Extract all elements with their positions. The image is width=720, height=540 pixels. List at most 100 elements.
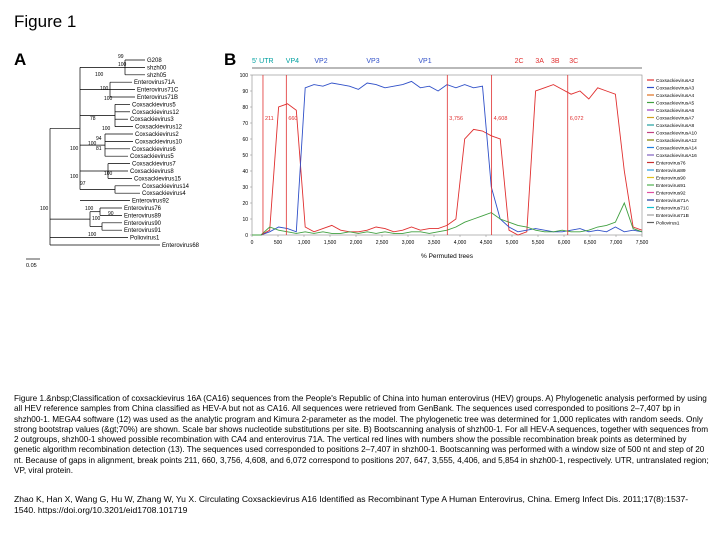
legend-label: CoxsackievirusA16 xyxy=(656,153,697,159)
y-tick-label: 0 xyxy=(245,233,248,239)
gene-label: 3C xyxy=(569,58,578,65)
legend-label: CoxsackievirusA12 xyxy=(656,138,697,144)
tree-leaf-label: Coxsackievirus5 xyxy=(130,154,174,160)
panel-b-letter: B xyxy=(224,50,237,69)
tree-leaf-label: shzh05 xyxy=(147,73,167,79)
tree-leaf-label: G208 xyxy=(147,58,162,64)
legend-label: Enterovirus71C xyxy=(656,206,690,212)
gene-label: 2C xyxy=(515,58,524,65)
tree-leaf-label: Coxsackievirus15 xyxy=(134,176,182,182)
y-tick-label: 10 xyxy=(242,217,248,223)
figure-caption: Figure 1.&nbsp;Classification of coxsack… xyxy=(14,394,709,476)
legend-label: CoxsackievirusA3 xyxy=(656,86,694,92)
scale-bar-label: 0.05 xyxy=(26,263,37,269)
bootstrap-value: 100 xyxy=(85,206,94,212)
bootstrap-value: 81 xyxy=(96,146,102,152)
tree-leaf-label: Enterovirus92 xyxy=(132,199,170,205)
y-tick-label: 80 xyxy=(242,105,248,111)
tree-leaf-label: Coxsackievirus6 xyxy=(132,147,176,153)
legend-label: CoxsackievirusA6 xyxy=(656,108,694,114)
bootstrap-value: 100 xyxy=(88,232,97,238)
gene-label: VP2 xyxy=(314,58,327,65)
figure-title: Figure 1 xyxy=(14,12,77,31)
gene-label: VP4 xyxy=(286,58,299,65)
tree-leaf-label: Enterovirus76 xyxy=(124,206,162,212)
x-tick-label: 4,000 xyxy=(454,240,467,246)
tree-leaf-label: Coxsackievirus7 xyxy=(132,162,176,168)
legend-label: Enterovirus76 xyxy=(656,161,686,167)
x-tick-label: 5,000 xyxy=(506,240,519,246)
tree-leaf-label: Coxsackievirus4 xyxy=(142,191,186,197)
x-tick-label: 3,000 xyxy=(402,240,415,246)
gene-label: VP3 xyxy=(366,58,379,65)
x-axis-label: % Permuted trees xyxy=(421,253,474,260)
x-tick-label: 4,500 xyxy=(480,240,493,246)
tree-leaf-label: Enterovirus71C xyxy=(137,88,179,94)
x-tick-label: 0 xyxy=(251,240,254,246)
tree-leaf-label: Enterovirus71A xyxy=(134,80,175,86)
bootstrap-value: 100 xyxy=(92,216,101,222)
tree-leaf-label: Enterovirus68 xyxy=(162,243,200,249)
tree-leaf-label: Coxsackievirus10 xyxy=(135,139,183,145)
x-tick-label: 2,500 xyxy=(376,240,389,246)
legend-label: CoxsackievirusA8 xyxy=(656,123,694,129)
x-tick-label: 7,500 xyxy=(636,240,649,246)
bootstrap-value: 100 xyxy=(70,174,79,180)
breakpoint-label: 4,608 xyxy=(494,116,508,122)
tree-leaf-label: Poliovirus1 xyxy=(130,236,160,242)
breakpoint-label: 6,072 xyxy=(570,116,584,122)
tree-leaf-label: Coxsackievirus12 xyxy=(135,125,183,131)
legend-label: Poliovirus1 xyxy=(656,221,680,227)
figure-1: A B G208 shzh00 shzh05 Enterovirus71A Entero… xyxy=(14,50,697,269)
panel-a-letter: A xyxy=(14,50,27,69)
tree-leaf-label: Enterovirus91 xyxy=(124,228,162,234)
bootstrap-value: 100 xyxy=(100,86,109,92)
bootstrap-value: 99 xyxy=(118,54,124,60)
citation: Zhao K, Han X, Wang G, Hu W, Zhang W, Yu… xyxy=(14,494,689,515)
bootstrap-value: 100 xyxy=(40,206,49,212)
y-tick-label: 40 xyxy=(242,169,248,175)
bootstrap-value: 78 xyxy=(90,116,96,122)
gene-label: 5' UTR xyxy=(252,58,274,65)
bootstrap-value: 100 xyxy=(118,62,127,68)
x-tick-label: 1,000 xyxy=(298,240,311,246)
tree-leaf-label: Coxsackievirus2 xyxy=(135,132,179,138)
tree-leaf-label: Coxsackievirus14 xyxy=(142,184,190,190)
bootstrap-value: 100 xyxy=(88,141,97,147)
x-tick-label: 2,000 xyxy=(350,240,363,246)
tree-leaf-label: Coxsackievirus5 xyxy=(132,102,176,108)
bootstrap-value: 94 xyxy=(96,136,102,142)
breakpoint-label: 211 xyxy=(265,116,274,122)
x-tick-label: 500 xyxy=(274,240,283,246)
legend-label: Enterovirus71B xyxy=(656,213,689,219)
breakpoint-label: 3,756 xyxy=(449,116,463,122)
bootstrap-value: 100 xyxy=(104,96,113,102)
gene-label: 3A xyxy=(535,58,544,65)
y-tick-label: 30 xyxy=(242,185,248,191)
y-tick-label: 50 xyxy=(242,153,248,159)
tree-leaf-label: Enterovirus89 xyxy=(124,213,162,219)
legend-label: Enterovirus89 xyxy=(656,168,686,174)
y-tick-label: 90 xyxy=(242,89,248,95)
tree-leaf-label: Coxsackievirus3 xyxy=(130,117,174,123)
x-tick-label: 6,500 xyxy=(584,240,597,246)
legend-label: Enterovirus90 xyxy=(656,176,686,182)
breakpoint-label: 660 xyxy=(288,116,297,122)
legend-label: Enterovirus92 xyxy=(656,191,686,197)
x-tick-label: 6,000 xyxy=(558,240,571,246)
bootstrap-value: 100 xyxy=(102,126,111,132)
legend-label: CoxsackievirusA7 xyxy=(656,116,694,122)
legend-label: CoxsackievirusA4 xyxy=(656,93,694,99)
x-tick-label: 1,500 xyxy=(324,240,337,246)
tree-leaf-label: Enterovirus71B xyxy=(137,95,178,101)
y-tick-label: 70 xyxy=(242,121,248,127)
y-tick-label: 20 xyxy=(242,201,248,207)
x-tick-label: 7,000 xyxy=(610,240,623,246)
x-tick-label: 3,500 xyxy=(428,240,441,246)
bootstrap-value: 90 xyxy=(108,211,114,217)
bootstrap-value: 100 xyxy=(104,171,113,177)
tree-leaf-label: Coxsackievirus8 xyxy=(130,169,174,175)
y-tick-label: 60 xyxy=(242,137,248,143)
gene-label: VP1 xyxy=(418,58,431,65)
x-tick-label: 5,500 xyxy=(532,240,545,246)
